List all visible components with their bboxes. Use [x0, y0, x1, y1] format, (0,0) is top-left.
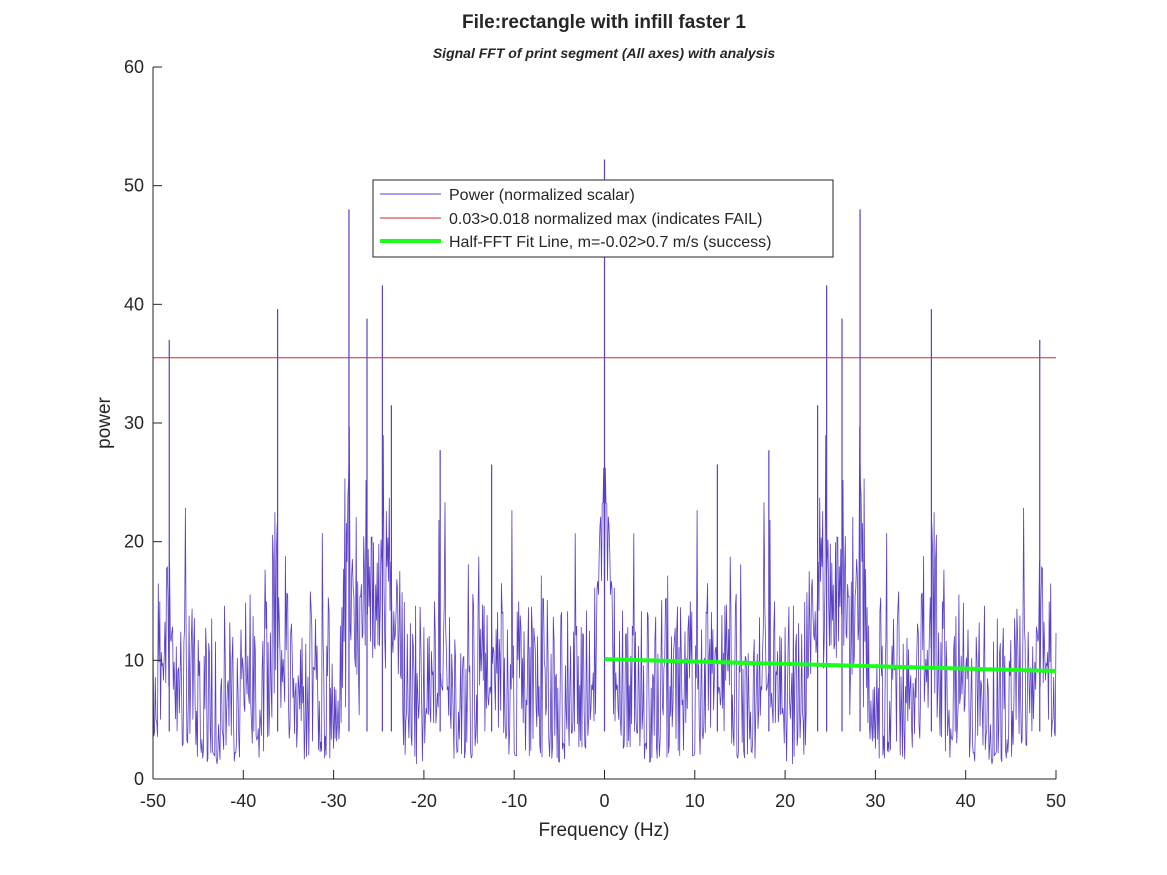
x-tick-label: -10	[501, 791, 527, 811]
legend-box	[372, 179, 834, 258]
chart-subtitle: Signal FFT of print segment (All axes) w…	[433, 45, 775, 61]
x-axis-label: Frequency (Hz)	[539, 820, 670, 841]
x-tick-label: 30	[865, 791, 885, 811]
y-axis-label: power	[94, 396, 115, 448]
x-tick-label: -50	[140, 791, 166, 811]
x-tick-label: -40	[230, 791, 256, 811]
y-tick-label: 30	[124, 413, 144, 433]
y-tick-label: 50	[124, 176, 144, 196]
chart-title: File:rectangle with infill faster 1	[462, 12, 746, 33]
x-tick-label: 50	[1046, 791, 1066, 811]
x-tick-label: -30	[321, 791, 347, 811]
x-tick-label: 20	[775, 791, 795, 811]
legend-label-power: Power (normalized scalar)	[449, 187, 635, 204]
x-tick-label: 40	[956, 791, 976, 811]
y-tick-label: 60	[124, 57, 144, 77]
axes: -50 -40 -30 -20 -10 0 10 20 30 40 50 0 10 20 30 40 50 60	[124, 57, 1066, 811]
x-tick-label: -20	[411, 791, 437, 811]
y-tick-label: 40	[124, 294, 144, 314]
y-tick-label: 20	[124, 532, 144, 552]
legend-label-fit-line: Half-FFT Fit Line, m=-0.02>0.7 m/s (succ…	[449, 234, 771, 251]
x-tick-label: 10	[685, 791, 705, 811]
fit-line	[604, 657, 1057, 674]
legend-label-threshold: 0.03>0.018 normalized max (indicates FAI…	[449, 211, 763, 228]
y-tick-label: 10	[124, 650, 144, 670]
legend: Power (normalized scalar) 0.03>0.018 nor…	[372, 179, 834, 258]
x-tick-label: 0	[599, 791, 609, 811]
plot-area	[152, 159, 1057, 765]
y-tick-label: 0	[134, 769, 144, 789]
